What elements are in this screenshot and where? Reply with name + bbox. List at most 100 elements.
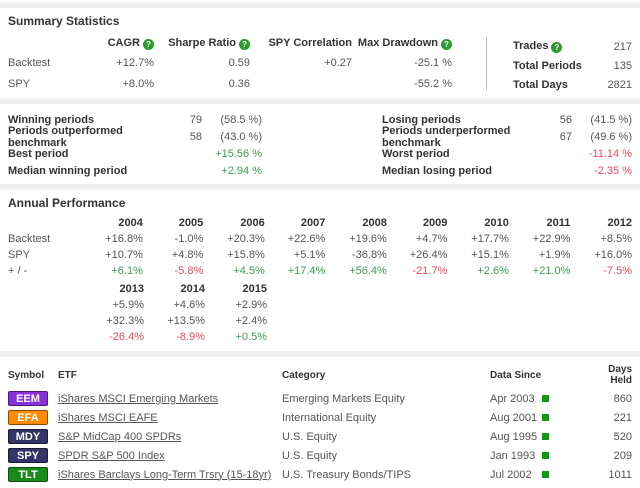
backtest-sharpe: 0.59 [228,57,250,70]
col-etf: ETF [58,369,77,381]
annual-row-spy: SPY +10.7% +4.8% +15.8% +5.1% -36.8% +26.4% +1… [8,249,632,261]
etf-header-row: Symbol ETF Category Data Since Days Held [8,361,632,389]
annual-table-2013-2015: 2013 2014 2015 +5.9% +4.6% +2.9% +32.3% +13.5… [8,281,267,345]
status-square-icon [542,471,549,478]
etf-row-efa: EFA iShares MSCI EAFE International Equi… [8,408,632,427]
stat-row: Periods outperformed benchmark 58 (43.0 … [8,125,262,149]
etf-list-section: Symbol ETF Category Data Since Days Held… [0,357,640,488]
etf-category: International Equity [282,411,377,424]
etf-category: Emerging Markets Equity [282,392,405,405]
col-data-since: Data Since [490,369,542,381]
annual-row-backtest-2: +5.9% +4.6% +2.9% [112,299,268,311]
year-header-row: 2004 2005 2006 2007 2008 2009 2010 2011 2012 [118,217,632,229]
summary-statistics-section: Summary Statistics CAGR? Sharpe Ratio? S… [0,8,640,98]
vertical-divider [486,37,487,90]
etf-table: Symbol ETF Category Data Since Days Held… [8,361,632,484]
col-spy-correlation: SPY Correlation [268,37,352,50]
status-square-icon [542,433,549,440]
help-icon[interactable]: ? [143,38,154,50]
symbol-badge: EEM [8,391,48,406]
annual-row-backtest: Backtest +16.8% -1.0% +20.3% +22.6% +19.6% +4… [8,233,632,245]
summary-table: CAGR? Sharpe Ratio? SPY Correlation Max … [8,33,452,94]
data-since-value: Jul 2002 [490,468,532,481]
annual-performance-title: Annual Performance [8,196,126,210]
year-header-row: 2013 2014 2015 [119,283,267,295]
row-label: Backtest [8,57,51,70]
col-category: Category [282,369,326,381]
section-divider [0,98,640,104]
data-since-value: Apr 2003 [490,392,535,405]
annual-row-difference-2: -26.4% -8.9% +0.5% [109,331,267,343]
data-since-value: Aug 2001 [490,411,538,424]
symbol-badge: TLT [8,467,48,482]
symbol-badge: SPY [8,448,48,463]
etf-name-link[interactable]: iShares MSCI EAFE [58,411,158,424]
symbol-badge: MDY [8,429,48,444]
backtest-correlation: +0.27 [324,57,352,70]
etf-name-link[interactable]: iShares Barclays Long-Term Trsry (15-18y… [58,468,272,481]
section-divider [0,184,640,190]
etf-row-eem: EEM iShares MSCI Emerging Markets Emergi… [8,389,632,408]
symbol-badge: EFA [8,410,48,425]
total-periods-row: Total Periods 135 [513,56,632,75]
annual-row-spy-2: +32.3% +13.5% +2.4% [106,315,267,327]
etf-category: U.S. Equity [282,430,338,443]
status-square-icon [542,414,549,421]
stat-row: Worst period -11.14 % [382,148,632,160]
etf-category: U.S. Equity [282,449,338,462]
winning-periods-column: Winning periods 79 (58.5 %) Periods outp… [8,112,262,180]
backtest-cagr: +12.7% [116,57,154,70]
stat-row: Winning periods 79 (58.5 %) [8,114,262,126]
annual-row-difference: + / - +6.1% -5.8% +4.5% +17.4% +56.4% -21.7% +… [8,265,632,277]
etf-row-tlt: TLT iShares Barclays Long-Term Trsry (15… [8,465,632,484]
summary-title: Summary Statistics [8,14,120,28]
summary-side-panel: Trades? 217 Total Periods 135 Total Days… [487,33,632,94]
spy-cagr: +8.0% [122,77,155,90]
trades-row: Trades? 217 [513,37,632,56]
status-square-icon [542,452,549,459]
total-days-row: Total Days 2821 [513,75,632,94]
stat-row: Median losing period -2.35 % [382,165,632,177]
etf-name-link[interactable]: iShares MSCI Emerging Markets [58,392,219,405]
losing-periods-column: Losing periods 56 (41.5 %) Periods under… [382,112,632,180]
col-symbol: Symbol [8,369,45,381]
summary-row-spy: SPY +8.0% 0.36 -55.2 % [8,74,452,94]
days-held-value: 520 [613,430,632,443]
total-periods-label: Total Periods [513,59,582,72]
trades-label: Trades [513,40,549,52]
spy-sharpe: 0.36 [228,77,250,90]
status-square-icon [542,395,549,402]
col-max-drawdown: Max Drawdown? [352,33,452,53]
total-periods-value: 135 [613,59,632,72]
row-label: SPY [8,77,31,90]
data-since-value: Aug 1995 [490,430,538,443]
help-icon[interactable]: ? [239,38,250,50]
stat-row: Median winning period +2.94 % [8,165,262,177]
summary-header-row: CAGR? Sharpe Ratio? SPY Correlation Max … [8,33,452,53]
days-held-value: 1011 [608,468,632,481]
data-since-value: Jan 1993 [490,449,536,462]
help-icon[interactable]: ? [551,42,563,53]
section-divider [0,2,640,8]
stat-row: Losing periods 56 (41.5 %) [382,114,632,126]
annual-table-2004-2012: 2004 2005 2006 2007 2008 2009 2010 2011 2012 Bac… [8,215,632,279]
etf-row-mdy: MDY S&P MidCap 400 SPDRs U.S. Equity Aug… [8,427,632,446]
etf-row-spy: SPY SPDR S&P 500 Index U.S. Equity Jan 1… [8,446,632,465]
annual-performance-section: Annual Performance 2004 2005 2006 2007 2008 2… [0,190,640,351]
total-days-label: Total Days [513,78,568,91]
etf-name-link[interactable]: S&P MidCap 400 SPDRs [58,430,182,443]
days-held-value: 860 [613,392,632,405]
section-divider [0,351,640,357]
etf-name-link[interactable]: SPDR S&P 500 Index [58,449,165,462]
backtest-max-drawdown: -25.1 % [414,57,452,70]
col-cagr: CAGR? [92,33,154,53]
col-days-held: Days Held [608,364,632,386]
spy-max-drawdown: -55.2 % [414,77,452,90]
stat-row: Periods underperformed benchmark 67 (49.… [382,125,632,149]
spy-correlation [250,74,352,94]
days-held-value: 209 [613,449,632,462]
help-icon[interactable]: ? [441,38,452,50]
total-days-value: 2821 [607,78,632,91]
days-held-value: 221 [613,411,632,424]
stat-row: Best period +15.56 % [8,148,262,160]
